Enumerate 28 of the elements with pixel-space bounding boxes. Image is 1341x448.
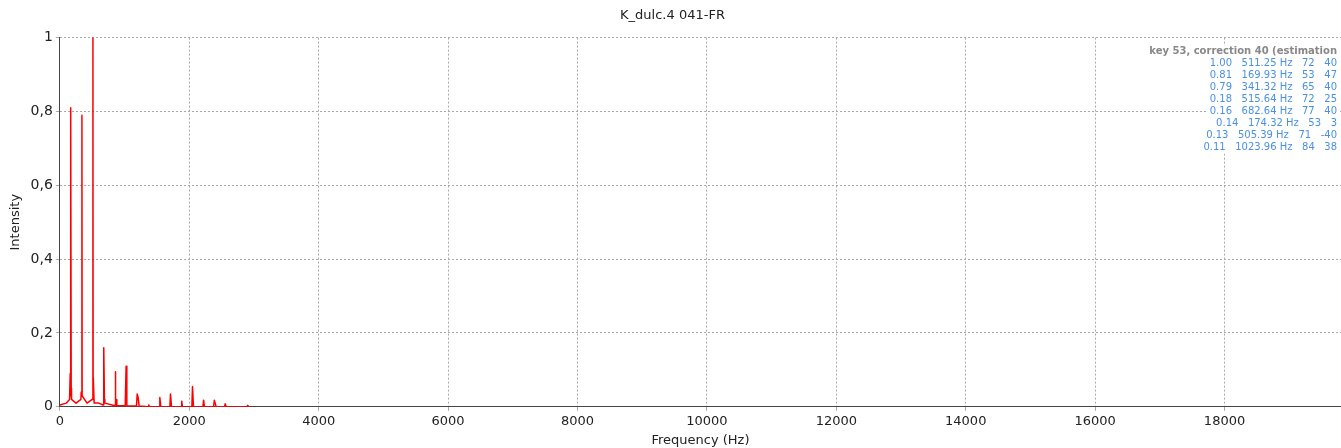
x-tick-label: 18000 (1203, 412, 1246, 428)
annotation: 0.79 341.32 Hz 65 40 (1209, 81, 1337, 93)
annotation: 0.14 174.32 Hz 53 3 (1216, 117, 1337, 129)
x-tick-label: 10000 (686, 412, 728, 428)
annotation: 0.81 169.93 Hz 53 47 (1209, 69, 1337, 81)
x-axis-title: Frequency (Hz) (651, 431, 750, 447)
annotation: 0.13 505.39 Hz 71 -40 (1206, 129, 1337, 141)
y-tick-label: 0,4 (30, 249, 53, 266)
x-tick-label: 8000 (560, 412, 595, 428)
y-axis-title: Intensity (7, 193, 23, 251)
x-tick-label: 4000 (302, 412, 336, 428)
chart-title: K_dulc.4 041-FR (620, 7, 725, 23)
y-tick-label: 0,2 (30, 323, 53, 340)
y-tick-label: 0,8 (30, 102, 53, 119)
annotation: key 53, correction 40 (estimation (1149, 45, 1337, 57)
x-tick-label: 0 (55, 412, 65, 428)
x-tick-label: 2000 (172, 412, 206, 428)
annotation: 1.00 511.25 Hz 72 40 (1209, 57, 1337, 69)
annotation: 0.18 515.64 Hz 72 25 (1209, 93, 1337, 105)
x-tick-label: 16000 (1074, 412, 1116, 428)
y-tick-label: 0 (43, 397, 53, 414)
x-tick-label: 6000 (431, 412, 465, 428)
x-tick-label: 12000 (815, 412, 857, 428)
annotation: 0.16 682.64 Hz 77 40 (1209, 105, 1337, 117)
x-tick-label: 14000 (945, 412, 987, 428)
annotation: 0.11 1023.96 Hz 84 38 (1203, 141, 1337, 153)
y-tick-label: 0,6 (30, 175, 53, 192)
y-tick-label: 1 (43, 28, 53, 45)
